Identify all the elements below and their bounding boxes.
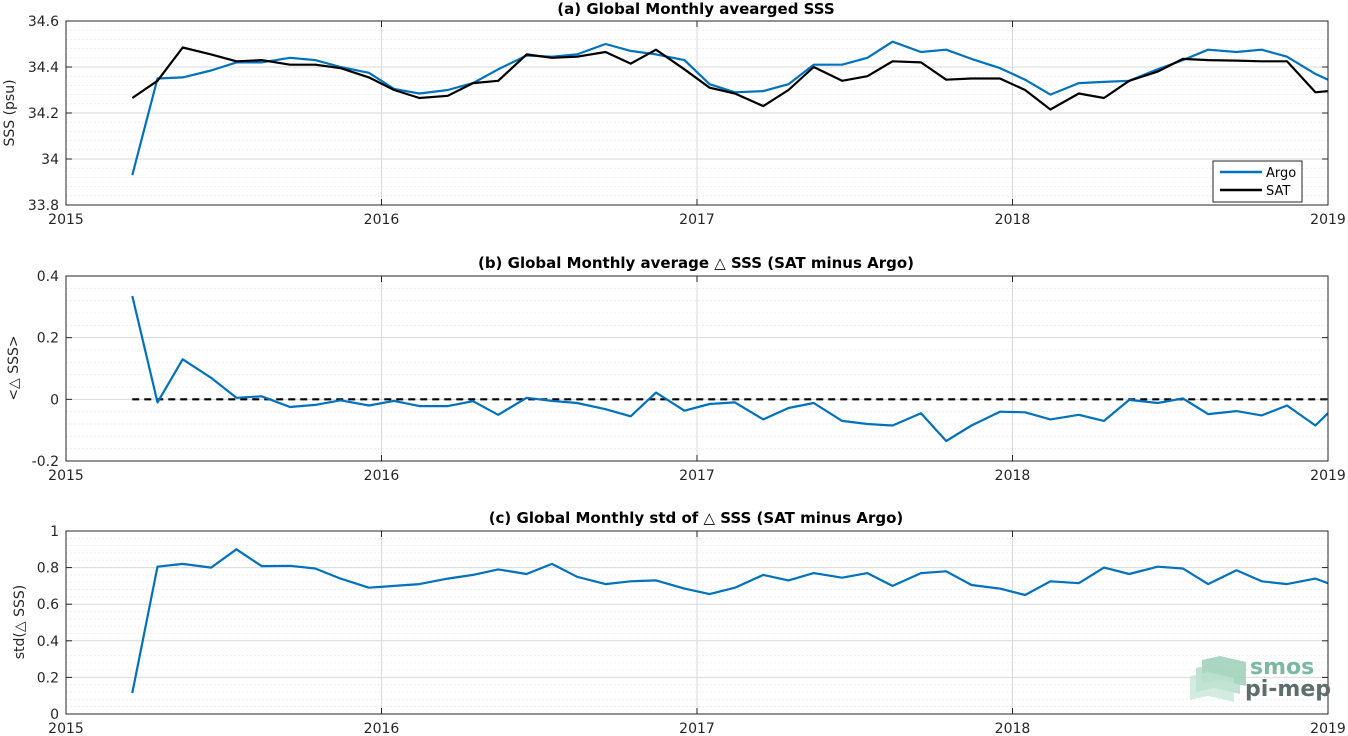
- x-tick-label: 2019: [1310, 721, 1346, 736]
- panel-a-legend: Argo SAT: [1212, 160, 1303, 203]
- panel-b-series: [131, 295, 1329, 443]
- x-tick-label: 2018: [995, 468, 1031, 484]
- y-tick-label: 0: [50, 392, 59, 408]
- x-tick-label: 2016: [364, 212, 400, 228]
- panel-b-ticks: 2015 2016 2017 2018 2019 -0.2 0 0.2 0.4: [32, 269, 1346, 484]
- x-tick-label: 2015: [48, 212, 84, 228]
- y-tick-label: 1: [50, 524, 59, 540]
- series-line-argo: [131, 40, 1329, 176]
- logo-text-pi-mep: pi-mep: [1245, 677, 1331, 702]
- series-line-sat: [131, 46, 1329, 111]
- x-tick-label: 2016: [364, 468, 400, 484]
- x-tick-label: 2018: [995, 212, 1031, 228]
- panel-a-title: (a) Global Monthly avearged SSS: [557, 0, 834, 18]
- panel-b-ylabel: <△ SSS>: [6, 335, 22, 400]
- x-tick-label: 2016: [364, 721, 400, 736]
- y-tick-label: 34: [41, 152, 59, 168]
- smos-pi-mep-logo: smos pi-mep: [1190, 655, 1331, 702]
- y-tick-label: 0.2: [37, 670, 59, 686]
- panel-c: (c) Global Monthly std of △ SSS (SAT min…: [12, 509, 1346, 736]
- panel-c-series: [131, 548, 1329, 694]
- panel-b-grid: [65, 275, 1329, 462]
- y-tick-label: 0.4: [37, 269, 59, 285]
- panel-a-grid: [65, 20, 1329, 206]
- y-tick-label: 0: [50, 707, 59, 723]
- x-tick-label: 2018: [995, 721, 1031, 736]
- legend-box: [1212, 160, 1303, 203]
- legend-argo-label: Argo: [1266, 166, 1296, 181]
- panel-a-series: [131, 40, 1329, 176]
- y-tick-label: 0.2: [37, 331, 59, 347]
- series-line-delta-sss: [131, 548, 1329, 694]
- panel-b-title: (b) Global Monthly average △ SSS (SAT mi…: [478, 254, 914, 272]
- x-tick-label: 2019: [1310, 468, 1346, 484]
- legend-sat-label: SAT: [1266, 184, 1290, 199]
- panel-c-ticks: 2015 2016 2017 2018 2019 0 0.2 0.4 0.6 0.8 1: [37, 524, 1346, 736]
- logo-text-smos: smos: [1250, 655, 1314, 680]
- x-tick-label: 2015: [48, 468, 84, 484]
- panel-c-grid: [65, 530, 1329, 715]
- y-tick-label: 0.6: [37, 597, 59, 613]
- x-tick-label: 2017: [679, 468, 715, 484]
- wave-stack-icon: [1190, 656, 1246, 702]
- y-tick-label: 0.8: [37, 561, 59, 577]
- y-tick-label: 34.2: [28, 106, 59, 122]
- panel-b: (b) Global Monthly average △ SSS (SAT mi…: [6, 254, 1346, 484]
- x-tick-label: 2017: [679, 212, 715, 228]
- y-tick-label: 34.6: [28, 14, 59, 30]
- series-line-delta-sss: [131, 295, 1329, 443]
- panel-a-ylabel: SSS (psu): [2, 79, 18, 146]
- panel-a-ticks: 2015 2016 2017 2018 2019 33.8 34 34.2 34.4 34.6: [28, 14, 1346, 228]
- y-tick-label: 33.8: [28, 198, 59, 214]
- x-tick-label: 2015: [48, 721, 84, 736]
- panel-a: (a) Global Monthly avearged SSS 2015 2016…: [2, 0, 1346, 228]
- x-tick-label: 2017: [679, 721, 715, 736]
- panel-c-title: (c) Global Monthly std of △ SSS (SAT min…: [489, 509, 904, 527]
- y-tick-label: 34.4: [28, 60, 59, 76]
- y-tick-label: 0.4: [37, 634, 59, 650]
- x-tick-label: 2019: [1310, 212, 1346, 228]
- panel-c-ylabel: std(△ SSS): [12, 585, 28, 659]
- y-tick-label: -0.2: [32, 454, 59, 470]
